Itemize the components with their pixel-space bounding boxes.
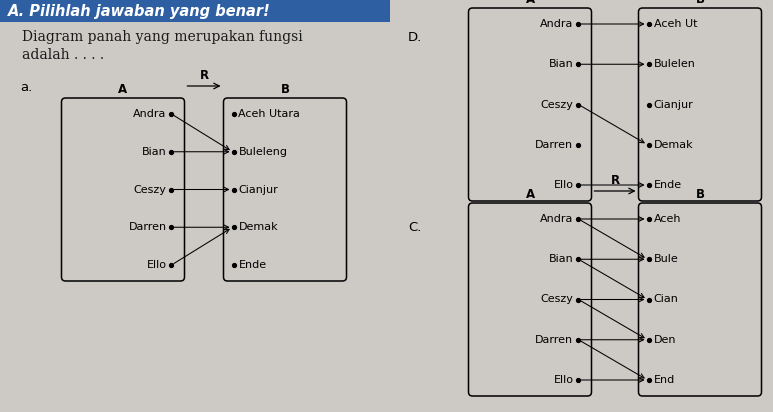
Text: Bulelen: Bulelen: [653, 59, 696, 69]
Bar: [0, 0, 390, 22]
Text: R: R: [611, 174, 620, 187]
Text: Ello: Ello: [553, 180, 574, 190]
Text: Cian: Cian: [653, 295, 679, 304]
Text: Andra: Andra: [133, 109, 166, 119]
Text: adalah . . . .: adalah . . . .: [22, 48, 104, 62]
Text: Buleleng: Buleleng: [239, 147, 288, 157]
Text: Darren: Darren: [128, 222, 166, 232]
Text: Ceszy: Ceszy: [540, 295, 574, 304]
Text: R: R: [199, 69, 209, 82]
FancyBboxPatch shape: [468, 8, 591, 201]
Text: Bian: Bian: [549, 59, 574, 69]
Text: a.: a.: [20, 80, 32, 94]
Text: Andra: Andra: [540, 214, 574, 224]
Text: A. Pilihlah jawaban yang benar!: A. Pilihlah jawaban yang benar!: [8, 3, 271, 19]
Text: Ende: Ende: [239, 260, 267, 270]
Text: A: A: [526, 188, 535, 201]
Text: A: A: [526, 0, 535, 6]
Text: Bian: Bian: [141, 147, 166, 157]
Text: Den: Den: [653, 335, 676, 345]
FancyBboxPatch shape: [62, 98, 185, 281]
Text: Bian: Bian: [549, 254, 574, 264]
FancyBboxPatch shape: [223, 98, 346, 281]
Text: Darren: Darren: [536, 335, 574, 345]
Text: Aceh Utara: Aceh Utara: [239, 109, 301, 119]
Text: Aceh Ut: Aceh Ut: [653, 19, 697, 29]
Text: Demak: Demak: [239, 222, 278, 232]
FancyBboxPatch shape: [638, 8, 761, 201]
FancyBboxPatch shape: [638, 203, 761, 396]
Text: B: B: [696, 188, 704, 201]
Text: Ceszy: Ceszy: [134, 185, 166, 194]
Text: Aceh: Aceh: [653, 214, 681, 224]
Text: D.: D.: [408, 30, 422, 44]
Text: Darren: Darren: [536, 140, 574, 150]
Text: B: B: [696, 0, 704, 6]
Text: Bule: Bule: [653, 254, 678, 264]
Text: Demak: Demak: [653, 140, 693, 150]
Text: A: A: [118, 83, 128, 96]
Text: Ello: Ello: [553, 375, 574, 385]
Text: Cianjur: Cianjur: [239, 185, 278, 194]
Text: Cianjur: Cianjur: [653, 100, 693, 110]
Text: Ello: Ello: [147, 260, 166, 270]
Text: Ende: Ende: [653, 180, 682, 190]
Text: Andra: Andra: [540, 19, 574, 29]
FancyBboxPatch shape: [468, 203, 591, 396]
Text: End: End: [653, 375, 675, 385]
Text: Diagram panah yang merupakan fungsi: Diagram panah yang merupakan fungsi: [22, 30, 303, 44]
Text: B: B: [281, 83, 290, 96]
Text: C.: C.: [408, 220, 421, 234]
Text: Ceszy: Ceszy: [540, 100, 574, 110]
